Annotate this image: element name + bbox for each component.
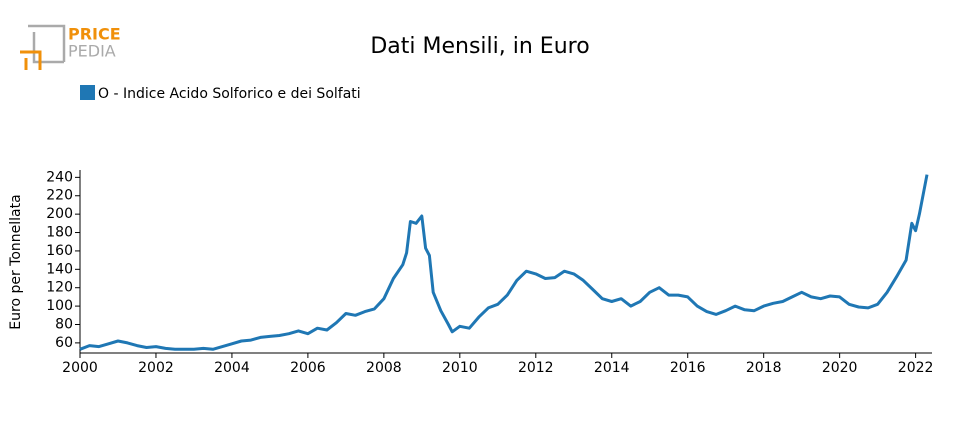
y-tick-label: 160 <box>46 243 73 259</box>
x-tick-label: 2022 <box>898 360 934 376</box>
x-tick-label: 2016 <box>670 360 706 376</box>
x-tick-label: 2002 <box>138 360 174 376</box>
y-tick-label: 120 <box>46 280 73 296</box>
x-tick-label: 2014 <box>594 360 630 376</box>
x-tick-label: 2012 <box>518 360 554 376</box>
legend-swatch <box>80 85 95 100</box>
y-axis-label: Euro per Tonnellata <box>8 194 24 329</box>
line <box>79 174 929 351</box>
legend-label: O - Indice Acido Solforico e dei Solfati <box>98 86 361 102</box>
x-tick-label: 2006 <box>290 360 326 376</box>
y-tick-label: 140 <box>46 261 73 277</box>
chart-title: Dati Mensili, in Euro <box>370 34 589 59</box>
x-tick-label: 2020 <box>822 360 858 376</box>
logo-icon <box>28 24 66 64</box>
x-tick-label: 2000 <box>62 360 98 376</box>
y-tick-label: 100 <box>46 298 73 314</box>
logo: PRICE PEDIA <box>20 24 121 70</box>
logo-text: PRICE <box>68 25 121 44</box>
x-tick-label: 2008 <box>366 360 402 376</box>
logo-icon-accent <box>20 50 42 70</box>
logo-text: PEDIA <box>68 42 116 61</box>
y-tick-label: 240 <box>46 169 73 185</box>
y-tick-label: 220 <box>46 188 73 204</box>
x-tick-label: 2010 <box>442 360 478 376</box>
y-tick-label: 80 <box>55 316 73 332</box>
y-tick-label: 180 <box>46 225 73 241</box>
y-tick-label: 200 <box>46 206 73 222</box>
y-tick-label: 60 <box>55 335 73 351</box>
x-tick-label: 2018 <box>746 360 782 376</box>
x-tick-label: 2004 <box>214 360 250 376</box>
